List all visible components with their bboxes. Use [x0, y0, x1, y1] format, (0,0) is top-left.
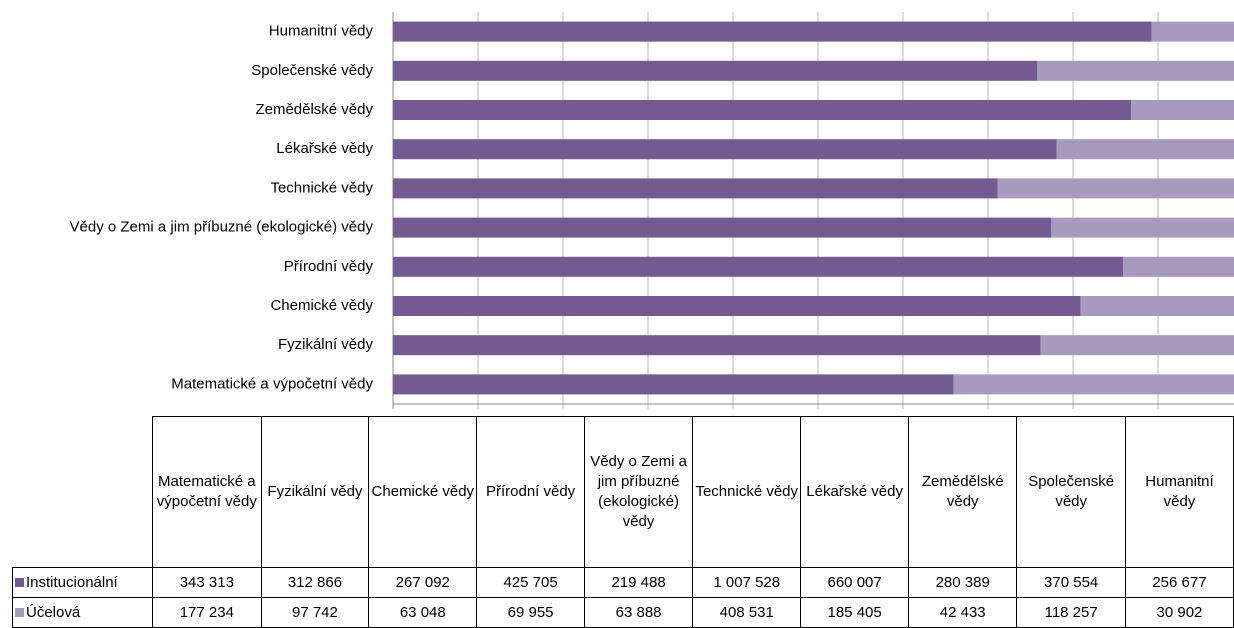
value-cell: 408 531: [692, 597, 802, 628]
bar-segment: [393, 335, 1041, 356]
y-tick-label: Lékařské vědy: [276, 140, 373, 157]
value-cell: 97 742: [260, 597, 370, 628]
value-cell: 343 313: [152, 567, 262, 598]
column-header: Zemědělské vědy: [908, 416, 1018, 568]
value-cell: 185 405: [800, 597, 910, 628]
data-table: Matematické a výpočetní vědy Fyzikální vě…: [11, 416, 1234, 628]
legend-label: Účelová: [26, 603, 81, 621]
bar-segment: [1131, 100, 1234, 120]
value-cell: 312 866: [260, 567, 370, 598]
header-row: Matematické a výpočetní vědy Fyzikální vě…: [13, 416, 1234, 568]
value-cell: 69 955: [476, 597, 585, 628]
legend-label: Institucionální: [26, 573, 118, 591]
value-cell: 177 234: [152, 597, 262, 628]
bar-segment: [393, 139, 1057, 160]
chart: Matematické a výpočetní vědy Fyzikální vě…: [70, 12, 1234, 409]
value-cell: 256 677: [1124, 567, 1234, 598]
legend-key: [15, 607, 24, 617]
value-cell: 30 902: [1124, 597, 1234, 628]
column-header: Technické vědy: [692, 416, 802, 568]
y-tick-label: Společenské vědy: [251, 62, 373, 79]
value-cell: 370 554: [1016, 567, 1126, 598]
y-tick-label: Zemědělské vědy: [255, 101, 373, 118]
bar-segment: [393, 178, 998, 199]
bar-segment: [393, 21, 1152, 42]
bar-segment: [393, 60, 1038, 81]
y-tick-label: Technické vědy: [270, 179, 373, 196]
legend-entry: Institucionální: [11, 567, 154, 598]
y-tick-label: Matematické a výpočetní vědy: [171, 375, 373, 392]
y-tick-label: Fyzikální vědy: [278, 336, 374, 353]
bar-segment: [1040, 335, 1234, 356]
legend-entry: Účelová: [11, 597, 154, 628]
bar-segment: [1123, 256, 1234, 277]
value-cell: 425 705: [476, 567, 585, 598]
bar-segment: [1056, 139, 1234, 160]
legend-key: [15, 577, 24, 587]
data-row: Institucionální 343 313 312 866 267 092 425 …: [11, 567, 1234, 598]
value-cell: 219 488: [583, 567, 694, 598]
column-header: Lékařské vědy: [800, 416, 910, 568]
bar-segment: [393, 100, 1132, 120]
bar-segment: [997, 178, 1234, 199]
bar-segment: [393, 374, 954, 395]
y-tick-label: Chemické vědy: [270, 297, 373, 314]
y-tick-label: Vědy o Zemi a jim příbuzné (ekologické) …: [70, 219, 374, 236]
column-header: Společenské vědy: [1016, 416, 1126, 568]
y-tick-label: Přírodní vědy: [284, 258, 374, 275]
corner: [13, 417, 153, 568]
column-header: Vědy o Zemi a jim příbuzné (ekologické) …: [583, 416, 694, 568]
value-cell: 63 048: [368, 597, 478, 628]
bar-segment: [393, 256, 1124, 277]
bar-segment: [1051, 217, 1234, 238]
value-cell: 660 007: [800, 567, 910, 598]
bar-segment: [393, 217, 1052, 238]
bar-segment: [393, 296, 1081, 316]
bar-segment: [1151, 21, 1234, 42]
column-header: Chemické vědy: [368, 416, 478, 568]
value-cell: 63 888: [583, 597, 694, 628]
value-cell: 267 092: [368, 567, 478, 598]
data-row: Účelová 177 234 97 742 63 048 69 955 63 888 40…: [11, 597, 1234, 628]
value-cell: 280 389: [908, 567, 1018, 598]
column-header: Fyzikální vědy: [260, 416, 370, 568]
value-cell: 1 007 528: [692, 567, 802, 598]
column-header: Humanitní vědy: [1124, 416, 1234, 568]
y-tick-label: Humanitní vědy: [269, 23, 374, 40]
value-cell: 42 433: [908, 597, 1018, 628]
bar-segment: [953, 374, 1234, 395]
column-header: Matematické a výpočetní vědy: [152, 416, 262, 568]
bar-segment: [1080, 296, 1234, 316]
column-header: Přírodní vědy: [476, 416, 585, 568]
value-cell: 118 257: [1016, 597, 1126, 628]
bar-segment: [1037, 60, 1234, 81]
